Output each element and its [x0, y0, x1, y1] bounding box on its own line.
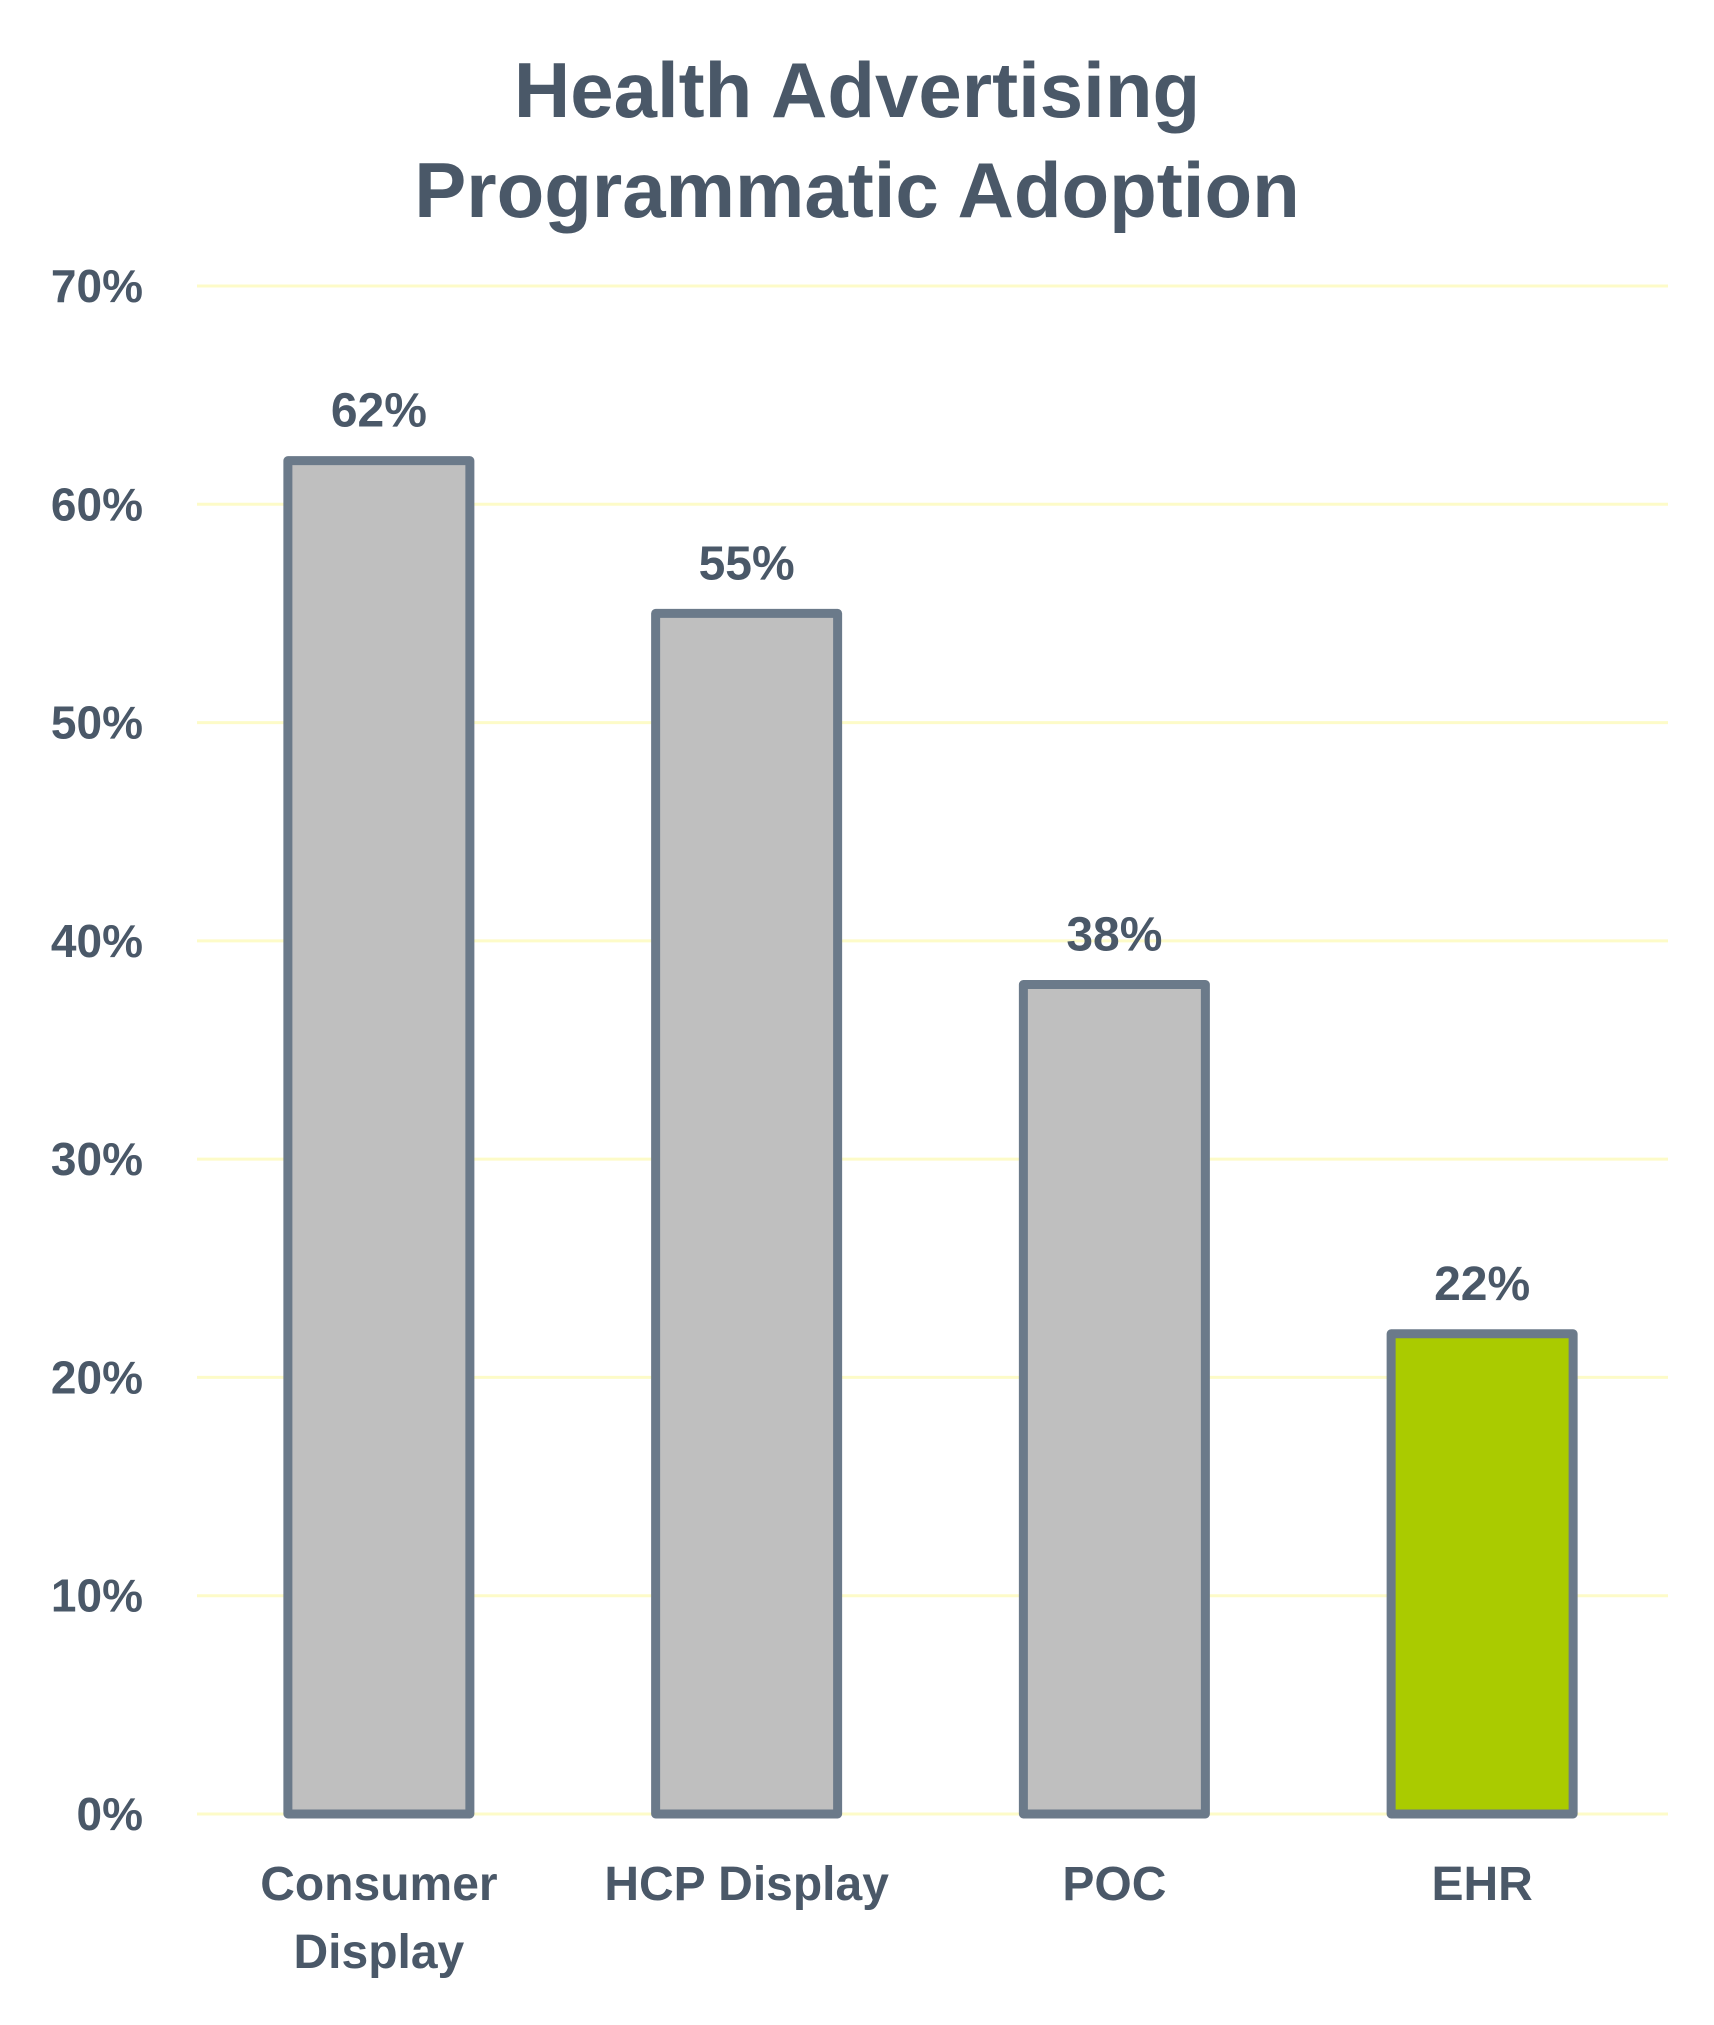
- bar-value-label-poc: 38%: [1066, 909, 1162, 962]
- bar-consumer-display: [283, 456, 475, 1819]
- y-tick-label-50pct: 50%: [51, 697, 143, 749]
- bar-poc: [1018, 980, 1210, 1819]
- y-tick-label-30pct: 30%: [51, 1133, 143, 1185]
- y-tick-label-0pct: 0%: [77, 1788, 143, 1840]
- y-tick-label-70pct: 70%: [51, 260, 143, 312]
- x-category-label-poc: POC: [1062, 1858, 1166, 1911]
- chart-title-line-2: Programmatic Adoption: [414, 146, 1300, 234]
- chart-title: Health Advertising Programmatic Adoption: [0, 40, 1714, 240]
- bar-hcp-display: [651, 608, 843, 1819]
- x-category-label-consumer-display-line-2: Display: [294, 1926, 465, 1979]
- y-tick-label-10pct: 10%: [51, 1570, 143, 1622]
- bar-value-label-consumer-display: 62%: [331, 385, 427, 438]
- y-tick-label-60pct: 60%: [51, 478, 143, 530]
- x-category-label-ehr: EHR: [1431, 1858, 1532, 1911]
- chart-title-line-1: Health Advertising: [513, 46, 1201, 134]
- x-category-label-consumer-display-line-1: Consumer: [260, 1858, 497, 1911]
- bar-ehr: [1386, 1329, 1578, 1819]
- bar-value-label-ehr: 22%: [1434, 1258, 1530, 1311]
- y-tick-label-20pct: 20%: [51, 1351, 143, 1403]
- x-category-label-hcp-display: HCP Display: [604, 1858, 889, 1911]
- y-tick-label-40pct: 40%: [51, 915, 143, 967]
- bar-value-label-hcp-display: 55%: [699, 537, 795, 590]
